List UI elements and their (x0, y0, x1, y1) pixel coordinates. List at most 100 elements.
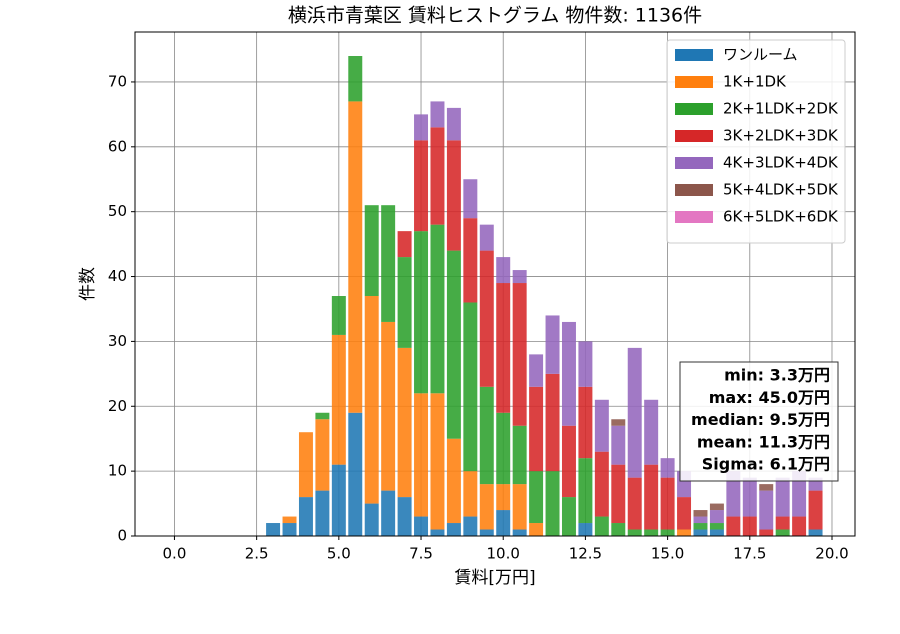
bar-segment (775, 529, 790, 536)
bar-segment (463, 471, 478, 517)
bar-segment (331, 464, 346, 536)
bar-segment (348, 101, 363, 413)
bar-segment (446, 250, 461, 439)
bar-segment (512, 425, 527, 485)
bar-segment (430, 127, 445, 225)
bar-segment (545, 373, 560, 472)
legend-swatch (675, 76, 713, 88)
bar-segment (364, 205, 379, 296)
bar-segment (808, 490, 823, 530)
x-tick-label: 12.5 (569, 545, 602, 563)
bar-segment (561, 321, 576, 426)
bar-segment (463, 179, 478, 219)
legend-swatch (675, 130, 713, 142)
bar-segment (430, 393, 445, 530)
bar-segment (282, 523, 297, 536)
bar-segment (298, 432, 313, 498)
bar-segment (479, 250, 494, 387)
bar-segment (414, 231, 429, 394)
bar-segment (266, 523, 281, 536)
bar-segment (496, 283, 511, 413)
bar-segment (463, 516, 478, 536)
stats-line: mean: 11.3万円 (697, 432, 830, 451)
bar-segment (726, 516, 741, 536)
bar-segment (446, 438, 461, 524)
bar-segment (397, 231, 412, 258)
bar-segment (693, 516, 708, 524)
legend-swatch (675, 103, 713, 115)
bar-segment (709, 503, 724, 511)
bar-segment (348, 412, 363, 536)
legend-swatch (675, 157, 713, 169)
bar-segment (512, 270, 527, 284)
bar-segment (348, 56, 363, 102)
bar-segment (709, 529, 724, 536)
bar-segment (742, 516, 757, 536)
bar-segment (315, 490, 330, 536)
bar-segment (430, 101, 445, 128)
bar-segment (578, 386, 593, 459)
bar-segment (414, 114, 429, 141)
bar-segment (644, 529, 659, 536)
x-tick-label: 20.0 (815, 545, 848, 563)
bar-segment (627, 477, 642, 530)
bar-segment (644, 399, 659, 465)
legend-label: 3K+2LDK+3DK (723, 127, 839, 145)
y-tick-label: 60 (108, 137, 127, 155)
bar-segment (742, 477, 757, 517)
bar-segment (693, 529, 708, 536)
bar-segment (545, 471, 560, 536)
legend-label: 5K+4LDK+5DK (723, 181, 839, 199)
bar-segment (578, 458, 593, 524)
bar-segment (775, 516, 790, 530)
bar-segment (759, 529, 774, 536)
bar-segment (512, 484, 527, 530)
bar-segment (529, 471, 544, 524)
bar-segment (414, 393, 429, 517)
bar-segment (611, 523, 626, 536)
bar-segment (496, 412, 511, 485)
bar-segment (775, 477, 790, 517)
bar-segment (315, 419, 330, 491)
bar-segment (578, 341, 593, 387)
bar-segment (660, 458, 675, 478)
bar-segment (496, 484, 511, 511)
bar-segment (496, 257, 511, 284)
x-tick-label: 17.5 (733, 545, 766, 563)
bar-segment (644, 464, 659, 530)
bar-segment (594, 399, 609, 452)
bar-segment (479, 484, 494, 530)
bar-segment (594, 516, 609, 536)
y-tick-label: 70 (108, 72, 127, 90)
x-axis-label: 賃料[万円] (454, 568, 535, 588)
bar-segment (298, 497, 313, 536)
bar-segment (611, 464, 626, 524)
bar-segment (496, 510, 511, 536)
bar-segment (792, 471, 807, 517)
bar-segment (331, 296, 346, 335)
legend-label: 4K+3LDK+4DK (723, 154, 839, 172)
bar-segment (594, 451, 609, 517)
legend-swatch (675, 211, 713, 223)
y-tick-label: 0 (117, 527, 127, 545)
bar-segment (381, 321, 396, 491)
legend-label: ワンルーム (723, 46, 798, 64)
x-tick-label: 2.5 (245, 545, 269, 563)
bar-segment (397, 257, 412, 348)
legend-label: 6K+5LDK+6DK (723, 208, 839, 226)
y-tick-label: 20 (108, 397, 127, 415)
stats-line: max: 45.0万円 (709, 388, 830, 407)
plot-frame (134, 31, 856, 537)
y-tick-label: 40 (108, 267, 127, 285)
bar-segment (512, 529, 527, 536)
stats-box (679, 361, 839, 482)
y-axis-label: 件数 (78, 267, 98, 301)
x-tick-label: 15.0 (651, 545, 684, 563)
bar-segment (709, 510, 724, 524)
bar-segment (792, 516, 807, 536)
x-tick-label: 0.0 (163, 545, 187, 563)
bar-segment (561, 425, 576, 498)
bar-segment (677, 529, 692, 536)
legend-label: 2K+1LDK+2DK (723, 100, 839, 118)
